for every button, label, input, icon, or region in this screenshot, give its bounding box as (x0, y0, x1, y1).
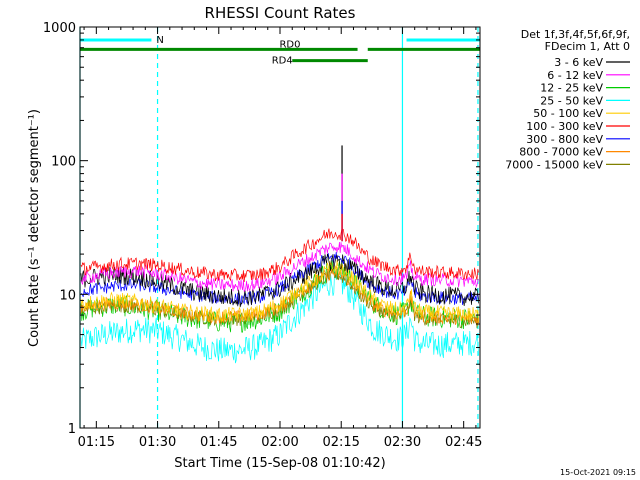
legend-label-8: 7000 - 15000 keV (505, 158, 603, 171)
data-series-group (80, 228, 479, 364)
legend-label-6: 300 - 800 keV (526, 133, 603, 146)
series-line-3 (80, 268, 479, 364)
footer-timestamp: 15-Oct-2021 09:15 (560, 468, 636, 477)
series-line-0 (80, 253, 479, 308)
x-tick-label-1: 01:30 (139, 435, 176, 450)
legend-label-4: 50 - 100 keV (533, 107, 603, 120)
x-tick-label-3: 02:00 (261, 435, 298, 450)
rd0-bar-label: RD0 (279, 39, 300, 50)
legend-header-line1: Det 1f,3f,4f,5f,6f,9f, (521, 28, 630, 41)
legend-label-2: 12 - 25 keV (540, 82, 603, 95)
series-line-5 (80, 228, 479, 283)
legend: Det 1f,3f,4f,5f,6f,9f, FDecim 1, Att 0 3… (505, 28, 630, 171)
x-tick-label-4: 02:15 (322, 435, 359, 450)
x-axis-label: Start Time (15-Sep-08 01:10:42) (174, 456, 385, 471)
legend-label-3: 25 - 50 keV (540, 94, 603, 107)
instrument-state-annotations: N RD0 RD4 (79, 27, 480, 428)
y-tick-label-1: 10 (59, 288, 76, 303)
series-line-4 (80, 260, 479, 323)
x-tick-label-2: 01:45 (200, 435, 237, 450)
y-axis-label: Count Rate (s⁻¹ detector segment⁻¹) (27, 109, 42, 347)
y-tick-label-3: 1000 (43, 21, 76, 36)
legend-label-0: 3 - 6 keV (554, 56, 603, 69)
x-tick-label-6: 02:45 (445, 435, 482, 450)
axes-group: 01:15 01:30 01:45 02:00 02:15 02:30 02:45 1 10 10… (43, 21, 483, 450)
rd4-bar-label: RD4 (272, 56, 293, 67)
legend-label-5: 100 - 300 keV (526, 120, 603, 133)
y-tick-label-2: 100 (51, 155, 76, 170)
night-bar-label: N (156, 35, 163, 46)
legend-header-line2: FDecim 1, Att 0 (545, 40, 630, 53)
legend-label-1: 6 - 12 keV (547, 69, 603, 82)
chart-title: RHESSI Count Rates (205, 4, 356, 22)
plot-frame (79, 26, 481, 429)
y-tick-label-0: 1 (68, 422, 76, 437)
legend-label-7: 800 - 7000 keV (519, 146, 603, 159)
x-tick-label-0: 01:15 (78, 435, 115, 450)
x-tick-label-5: 02:30 (384, 435, 421, 450)
